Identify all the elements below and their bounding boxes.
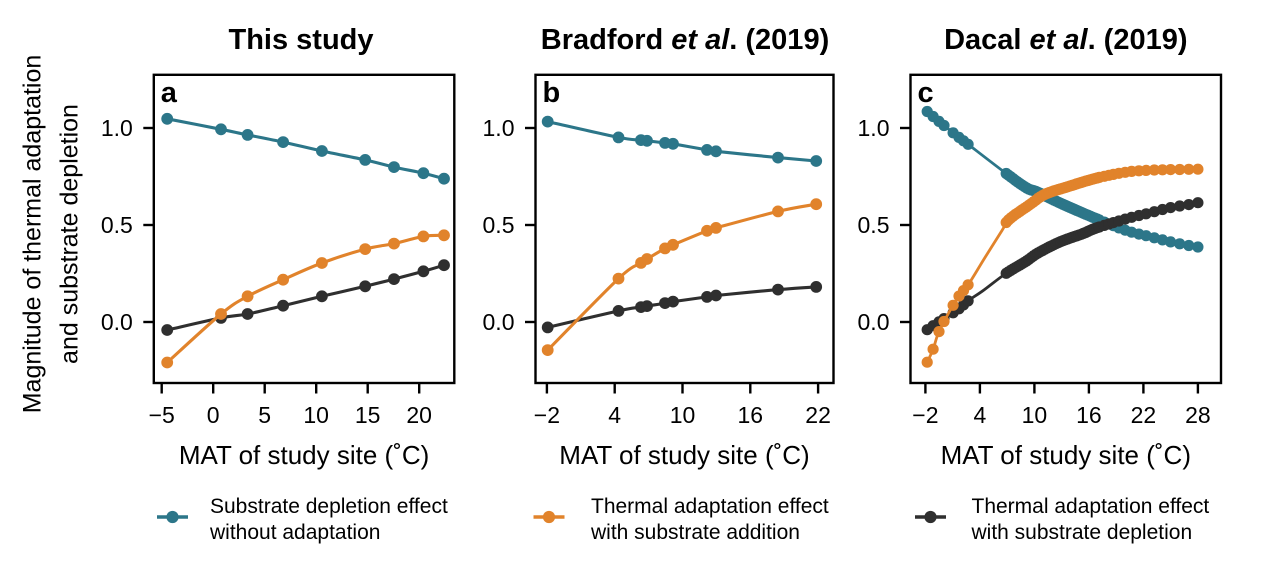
svg-text:16: 16 xyxy=(738,402,764,428)
svg-text:Substrate depletion effect: Substrate depletion effect xyxy=(210,495,448,518)
svg-text:20: 20 xyxy=(406,402,432,428)
svg-text:10: 10 xyxy=(670,402,696,428)
svg-text:22: 22 xyxy=(1131,402,1157,428)
svg-text:0.0: 0.0 xyxy=(101,309,133,335)
svg-text:0.5: 0.5 xyxy=(101,212,133,238)
svg-text:0.0: 0.0 xyxy=(858,309,890,335)
svg-text:1.0: 1.0 xyxy=(483,115,515,141)
svg-text:0.5: 0.5 xyxy=(858,212,890,238)
svg-text:10: 10 xyxy=(303,402,329,428)
svg-text:MAT of study site (˚C): MAT of study site (˚C) xyxy=(559,440,809,470)
svg-text:a: a xyxy=(161,77,178,109)
svg-text:MAT of study site (˚C): MAT of study site (˚C) xyxy=(941,440,1191,470)
svg-text:1.0: 1.0 xyxy=(858,115,890,141)
svg-text:10: 10 xyxy=(1022,402,1048,428)
svg-text:Bradford et al. (2019): Bradford et al. (2019) xyxy=(541,24,829,56)
svg-text:MAT of study site (˚C): MAT of study site (˚C) xyxy=(179,440,429,470)
svg-text:Thermal adaptation effect: Thermal adaptation effect xyxy=(591,495,829,518)
svg-text:without adaptation: without adaptation xyxy=(209,521,380,544)
svg-text:This study: This study xyxy=(228,24,373,56)
svg-text:Thermal adaptation effect: Thermal adaptation effect xyxy=(972,495,1210,518)
svg-text:15: 15 xyxy=(355,402,381,428)
svg-text:0.0: 0.0 xyxy=(483,309,515,335)
svg-text:Magnitude of thermal adaptatio: Magnitude of thermal adaptation xyxy=(19,55,47,414)
svg-text:and substrate depletion: and substrate depletion xyxy=(56,104,84,364)
svg-text:−2: −2 xyxy=(534,402,560,428)
svg-text:0: 0 xyxy=(207,402,220,428)
svg-text:with substrate depletion: with substrate depletion xyxy=(971,521,1193,544)
svg-text:b: b xyxy=(543,77,561,109)
svg-text:16: 16 xyxy=(1076,402,1102,428)
svg-text:c: c xyxy=(918,77,934,109)
svg-text:with substrate addition: with substrate addition xyxy=(590,521,800,544)
svg-text:−5: −5 xyxy=(149,402,175,428)
svg-text:4: 4 xyxy=(974,402,987,428)
svg-text:Dacal et al. (2019): Dacal et al. (2019) xyxy=(944,24,1187,56)
svg-text:28: 28 xyxy=(1185,402,1211,428)
svg-text:4: 4 xyxy=(608,402,621,428)
svg-text:0.5: 0.5 xyxy=(483,212,515,238)
svg-text:1.0: 1.0 xyxy=(101,115,133,141)
svg-text:5: 5 xyxy=(258,402,271,428)
svg-text:−2: −2 xyxy=(912,402,938,428)
svg-text:22: 22 xyxy=(805,402,831,428)
